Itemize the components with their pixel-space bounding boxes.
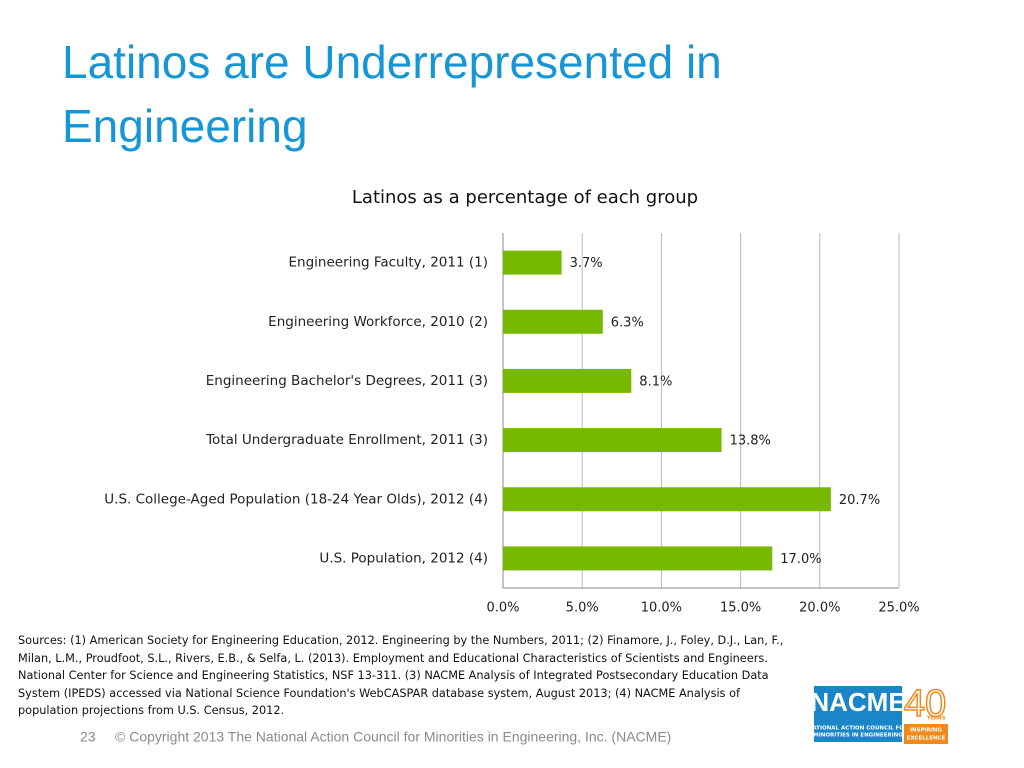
logo-tag-box xyxy=(904,724,948,744)
bar xyxy=(503,368,632,393)
y-tick-label: U.S. Population, 2012 (4) xyxy=(319,550,488,566)
logo-box xyxy=(814,686,902,742)
logo-years: YEARS xyxy=(926,716,946,722)
chart: 0.0% 5.0% 10.0% 15.0% 20.0% 25.0% Engineering … xyxy=(104,233,920,616)
logo-name: NACME xyxy=(810,687,905,717)
x-tick-label: 25.0% xyxy=(878,601,919,616)
x-tick-label: 5.0% xyxy=(566,601,599,616)
value-label: 8.1% xyxy=(639,374,672,389)
bar xyxy=(503,487,831,512)
logo-tagline: INSPIRING xyxy=(910,728,943,734)
bar xyxy=(503,309,603,334)
logo-number: 40 xyxy=(904,683,946,725)
x-tick-label: 20.0% xyxy=(799,601,840,616)
source-line: National Center for Science and Engineer… xyxy=(18,669,769,682)
logo-tagline: EXCELLENCE xyxy=(907,736,946,742)
bar xyxy=(503,428,722,453)
copyright: © Copyright 2013 The National Action Cou… xyxy=(115,729,671,745)
source-line: population projections from U.S. Census,… xyxy=(18,704,284,717)
logo-org: NATIONAL ACTION COUNCIL FOR xyxy=(808,726,909,732)
x-tick-label: 0.0% xyxy=(486,601,519,616)
x-tick-label: 15.0% xyxy=(720,601,761,616)
value-label: 3.7% xyxy=(570,256,603,271)
y-tick-label: Engineering Faculty, 2011 (1) xyxy=(289,255,488,271)
logo-org: MINORITIES IN ENGINEERING xyxy=(813,733,903,739)
x-tick-label: 10.0% xyxy=(641,601,682,616)
slide-title: Engineering xyxy=(62,100,308,152)
source-line: Milan, L.M., Proudfoot, S.L., Rivers, E.… xyxy=(18,652,768,665)
value-label: 17.0% xyxy=(780,552,821,567)
source-line: System (IPEDS) accessed via National Sci… xyxy=(18,687,741,700)
chart-title: Latinos as a percentage of each group xyxy=(352,187,698,208)
slide-title: Latinos are Underrepresented in xyxy=(62,36,722,88)
logo: NACME NATIONAL ACTION COUNCIL FOR MINORI… xyxy=(808,682,948,744)
y-tick-label: U.S. College-Aged Population (18-24 Year… xyxy=(104,491,488,507)
value-label: 6.3% xyxy=(611,315,644,330)
page-number: 23 xyxy=(80,729,96,745)
y-tick-label: Engineering Bachelor's Degrees, 2011 (3) xyxy=(206,373,488,389)
source-line: Sources: (1) American Society for Engine… xyxy=(18,634,783,647)
value-label: 13.8% xyxy=(730,434,771,449)
bar xyxy=(503,546,773,571)
value-label: 20.7% xyxy=(839,493,880,508)
bar xyxy=(503,250,562,275)
y-tick-label: Total Undergraduate Enrollment, 2011 (3) xyxy=(205,432,488,448)
y-tick-label: Engineering Workforce, 2010 (2) xyxy=(268,314,488,330)
